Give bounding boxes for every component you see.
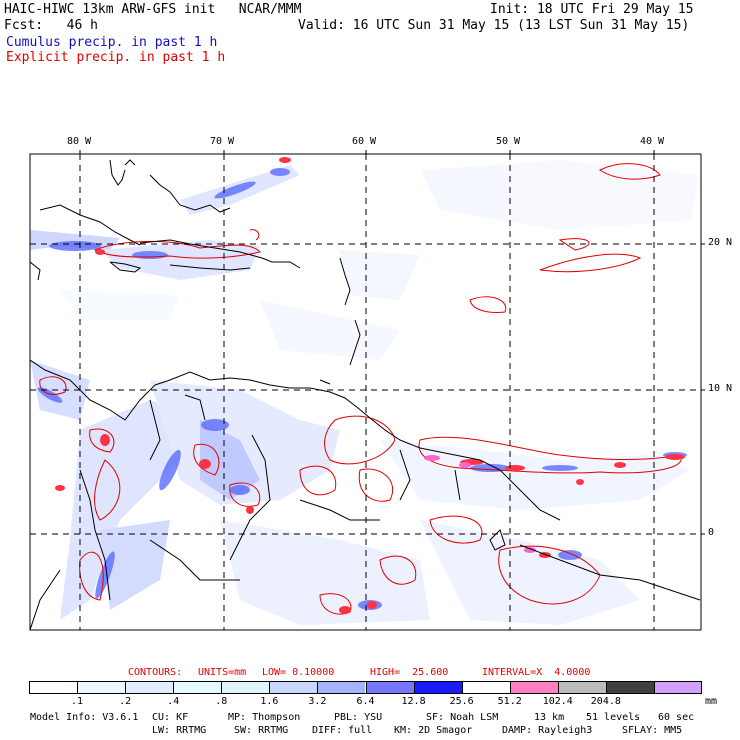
footer-mp: MP: Thompson	[228, 712, 301, 723]
colorbar-tick-label: 3.2	[308, 696, 327, 707]
footer-model-info: Model Info: V3.6.1	[30, 712, 139, 723]
colorbar-cell	[317, 681, 366, 694]
legend-cumulus: Cumulus precip. in past 1 h	[6, 35, 218, 50]
forecast-hour: Fcst: 46 h	[4, 18, 98, 33]
explicit-precip-heavy	[424, 455, 536, 553]
colorbar-unit: mm	[705, 696, 718, 707]
colorbar-tick-label: 204.8	[590, 696, 621, 707]
contour-units: UNITS=mm	[198, 667, 247, 678]
colorbar-tick-label: 102.4	[542, 696, 573, 707]
valid-time: Valid: 16 UTC Sun 31 May 15 (13 LST Sun …	[298, 18, 690, 33]
explicit-precip-cells	[55, 157, 685, 614]
footer-sw: SW: RRTMG	[234, 725, 289, 736]
colorbar-cell	[413, 681, 462, 694]
colorbar-cell	[365, 681, 414, 694]
cumulus-precip-shading	[30, 160, 700, 625]
colorbar-cell	[173, 681, 222, 694]
colorbar-cell	[221, 681, 270, 694]
contour-high: HIGH= 25.600	[370, 667, 449, 678]
contour-interval: INTERVAL=X 4.0000	[482, 667, 591, 678]
footer-pbl: PBL: YSU	[334, 712, 383, 723]
colorbar-tick-label: 25.6	[449, 696, 474, 707]
contour-label: CONTOURS:	[128, 667, 183, 678]
colorbar-tick-label: 51.2	[497, 696, 522, 707]
lon-label-40w: 40 W	[640, 136, 665, 147]
footer-cu: CU: KF	[152, 712, 189, 723]
footer-timestep: 60 sec	[658, 712, 695, 723]
lon-label-60w: 60 W	[352, 136, 377, 147]
footer-levels: 51 levels	[586, 712, 641, 723]
lon-label-70w: 70 W	[210, 136, 235, 147]
colorbar-tick-label: .8	[215, 696, 228, 707]
footer-sflay: SFLAY: MM5	[622, 725, 683, 736]
lat-label-0: 0	[708, 527, 715, 538]
contour-low: LOW= 0.10000	[262, 667, 335, 678]
footer-km: KM: 2D Smagor	[394, 725, 473, 736]
explicit-precip-contours	[39, 163, 682, 615]
colorbar-cell	[557, 681, 606, 694]
legend-explicit: Explicit precip. in past 1 h	[6, 50, 226, 65]
colorbar-tick-label: 1.6	[260, 696, 279, 707]
footer-lw: LW: RRTMG	[152, 725, 207, 736]
lat-label-10n: 10 N	[708, 383, 733, 394]
colorbar-tick-label: .2	[119, 696, 132, 707]
coastlines	[30, 159, 701, 630]
colorbar-cell	[125, 681, 174, 694]
colorbar-tick-label: .4	[167, 696, 180, 707]
lon-label-50w: 50 W	[496, 136, 521, 147]
colorbar-cell	[509, 681, 558, 694]
colorbar-cell	[461, 681, 510, 694]
colorbar-tick-label: 6.4	[356, 696, 375, 707]
footer-damp: DAMP: Rayleigh3	[502, 725, 593, 736]
footer-sf: SF: Noah LSM	[426, 712, 499, 723]
init-time: Init: 18 UTC Fri 29 May 15	[490, 2, 694, 17]
footer-diff: DIFF: full	[312, 725, 373, 736]
footer-resolution: 13 km	[534, 712, 565, 723]
lon-label-80w: 80 W	[67, 136, 92, 147]
colorbar-tick-label: .1	[71, 696, 84, 707]
colorbar-tick-label: 12.8	[401, 696, 426, 707]
lat-label-20n: 20 N	[708, 237, 733, 248]
colorbar-cell	[269, 681, 318, 694]
lat-lon-grid	[30, 154, 701, 630]
colorbar-cell	[77, 681, 126, 694]
colorbar-cell	[605, 681, 654, 694]
colorbar-cell	[653, 681, 702, 694]
model-title: HAIC-HIWC 13km ARW-GFS init NCAR/MMM	[4, 2, 302, 17]
colorbar-frame	[29, 681, 702, 694]
